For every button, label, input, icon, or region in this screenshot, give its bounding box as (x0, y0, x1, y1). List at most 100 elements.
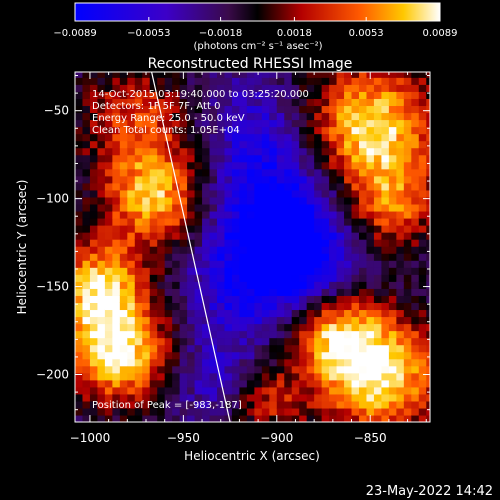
image-pixel (164, 365, 173, 374)
image-pixel (426, 344, 430, 353)
image-pixel (254, 407, 263, 416)
image-pixel (336, 203, 345, 212)
image-pixel (321, 217, 330, 226)
image-pixel (82, 147, 91, 156)
image-pixel (194, 91, 203, 99)
image-pixel (411, 119, 420, 128)
image-pixel (104, 379, 113, 388)
image-pixel (127, 232, 136, 240)
image-pixel (231, 288, 241, 296)
image-pixel (426, 246, 430, 254)
image-pixel (359, 400, 368, 409)
x-tick-label: −850 (354, 431, 387, 445)
image-pixel (209, 379, 218, 388)
image-pixel (366, 161, 375, 170)
image-pixel (418, 77, 427, 85)
image-pixel (202, 175, 211, 184)
image-pixel (246, 253, 255, 261)
image-pixel (261, 323, 270, 332)
image-pixel (104, 344, 113, 353)
image-pixel (164, 91, 173, 99)
image-pixel (344, 386, 353, 395)
image-pixel (366, 330, 375, 339)
image-pixel (306, 119, 315, 128)
image-pixel (306, 414, 315, 422)
image-pixel (418, 386, 427, 395)
image-pixel (209, 168, 218, 177)
image-pixel (284, 414, 293, 422)
image-pixel (329, 274, 338, 282)
image-pixel (269, 210, 278, 219)
image-pixel (351, 302, 360, 311)
image-pixel (134, 281, 143, 289)
image-pixel (127, 154, 136, 163)
image-pixel (269, 232, 278, 240)
image-pixel (217, 309, 226, 318)
image-pixel (187, 281, 196, 289)
image-pixel (239, 98, 248, 107)
image-pixel (306, 386, 315, 395)
image-pixel (112, 196, 121, 205)
image-pixel (321, 72, 330, 78)
image-pixel (261, 133, 270, 142)
image-pixel (344, 182, 353, 191)
image-pixel (149, 126, 158, 135)
image-pixel (157, 253, 166, 261)
image-pixel (291, 217, 300, 226)
image-pixel (366, 126, 375, 135)
image-pixel (284, 365, 293, 374)
image-pixel (306, 330, 315, 339)
image-pixel (269, 365, 278, 374)
image-pixel (97, 147, 106, 156)
image-pixel (299, 126, 308, 135)
image-pixel (246, 246, 255, 254)
image-pixel (306, 246, 315, 254)
image-pixel (388, 295, 397, 304)
image-pixel (217, 203, 226, 212)
image-pixel (396, 379, 405, 388)
image-pixel (157, 309, 166, 318)
image-pixel (209, 316, 218, 325)
image-pixel (284, 119, 293, 128)
image-pixel (172, 316, 181, 325)
image-pixel (366, 119, 375, 128)
image-pixel (172, 288, 181, 296)
image-pixel (261, 281, 270, 289)
image-pixel (142, 274, 151, 282)
image-pixel (89, 386, 99, 395)
image-pixel (187, 217, 196, 226)
image-pixel (194, 217, 203, 226)
image-pixel (194, 386, 203, 395)
image-pixel (396, 105, 405, 114)
image-pixel (359, 203, 368, 212)
image-pixel (306, 161, 315, 170)
image-pixel (239, 379, 248, 388)
image-pixel (187, 168, 196, 177)
image-pixel (75, 274, 84, 282)
image-pixel (396, 161, 405, 170)
image-pixel (314, 133, 323, 142)
image-pixel (396, 267, 405, 275)
image-pixel (403, 323, 412, 332)
image-pixel (276, 182, 285, 191)
image-pixel (366, 182, 375, 191)
image-pixel (172, 393, 181, 402)
image-pixel (224, 77, 233, 85)
image-pixel (359, 344, 368, 353)
image-pixel (134, 72, 143, 78)
image-pixel (418, 316, 427, 325)
image-pixel (157, 351, 166, 360)
image-pixel (112, 246, 121, 254)
image-pixel (366, 217, 375, 226)
image-pixel (276, 217, 285, 226)
image-pixel (202, 77, 211, 85)
image-pixel (239, 119, 248, 128)
image-pixel (359, 274, 368, 282)
image-pixel (306, 267, 315, 275)
image-pixel (89, 400, 99, 409)
image-pixel (75, 330, 84, 339)
image-pixel (314, 84, 323, 92)
image-pixel (97, 358, 106, 367)
image-pixel (104, 133, 113, 142)
